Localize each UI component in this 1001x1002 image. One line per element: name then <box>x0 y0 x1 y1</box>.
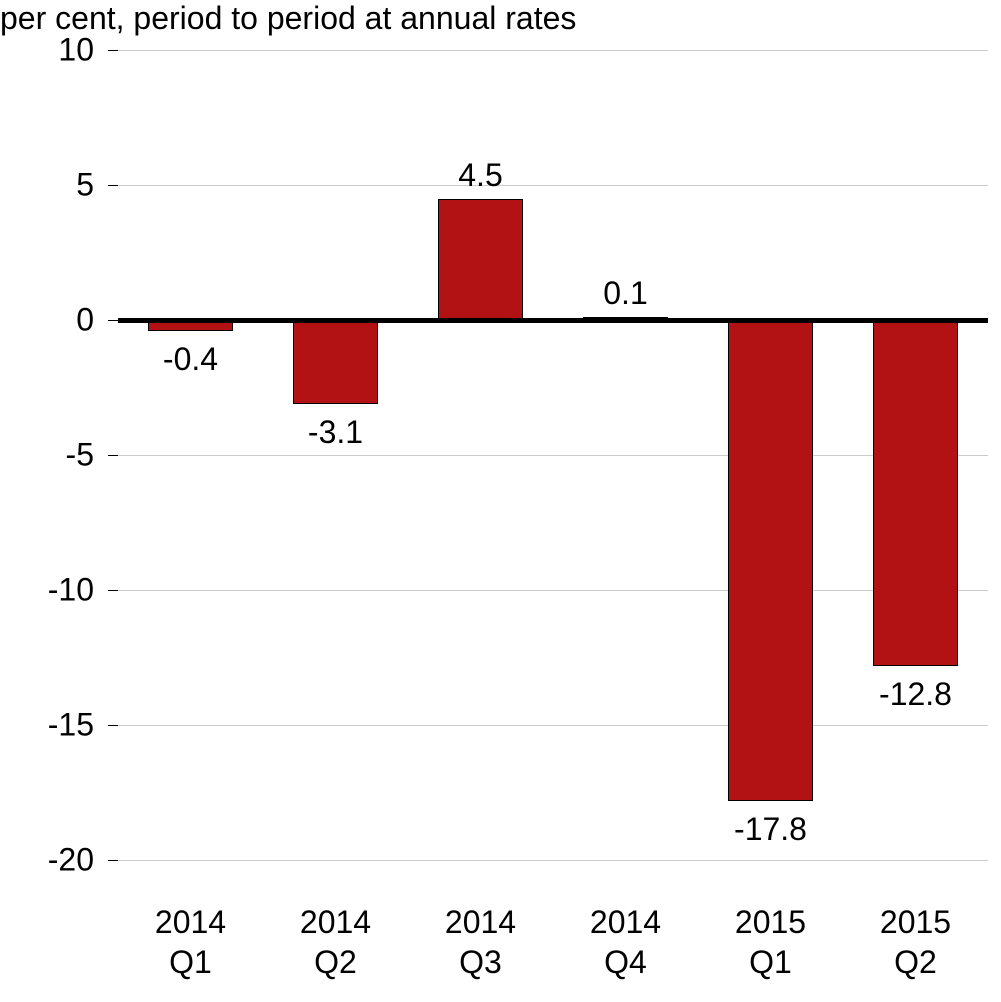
y-tick-label: 0 <box>76 302 94 339</box>
gridline <box>118 185 988 186</box>
x-category-label: 2014 Q2 <box>300 902 371 982</box>
data-label: 4.5 <box>458 157 502 194</box>
x-category-label: 2015 Q1 <box>735 902 806 982</box>
gridline <box>118 455 988 456</box>
gridline <box>118 590 988 591</box>
x-category-label: 2014 Q1 <box>155 902 226 982</box>
y-tick-label: 10 <box>58 32 94 69</box>
y-tick-mark <box>108 185 118 186</box>
x-category-label: 2014 Q3 <box>445 902 516 982</box>
x-category-label: 2014 Q4 <box>590 902 661 982</box>
y-tick-mark <box>108 725 118 726</box>
plot-area: 1050-5-10-15-20-0.4-3.14.50.1-17.8-12.82… <box>118 50 988 860</box>
bar-chart: per cent, period to period at annual rat… <box>0 0 1001 1002</box>
y-tick-label: -20 <box>48 842 94 879</box>
y-tick-label: -15 <box>48 707 94 744</box>
gridline <box>118 860 988 861</box>
y-tick-mark <box>108 860 118 861</box>
y-tick-label: -5 <box>66 437 94 474</box>
zero-line <box>118 318 988 323</box>
x-category-label: 2015 Q2 <box>880 902 951 982</box>
data-label: -12.8 <box>879 676 952 713</box>
bar <box>873 320 957 666</box>
gridline <box>118 50 988 51</box>
data-label: -3.1 <box>308 414 363 451</box>
y-tick-mark <box>108 320 118 321</box>
bar <box>438 199 522 321</box>
y-tick-mark <box>108 590 118 591</box>
y-tick-label: -10 <box>48 572 94 609</box>
data-label: 0.1 <box>603 275 647 312</box>
y-tick-label: 5 <box>76 167 94 204</box>
data-label: -17.8 <box>734 811 807 848</box>
y-tick-mark <box>108 50 118 51</box>
data-label: -0.4 <box>163 341 218 378</box>
gridline <box>118 725 988 726</box>
bar <box>293 320 377 404</box>
bar <box>728 320 812 801</box>
y-tick-mark <box>108 455 118 456</box>
